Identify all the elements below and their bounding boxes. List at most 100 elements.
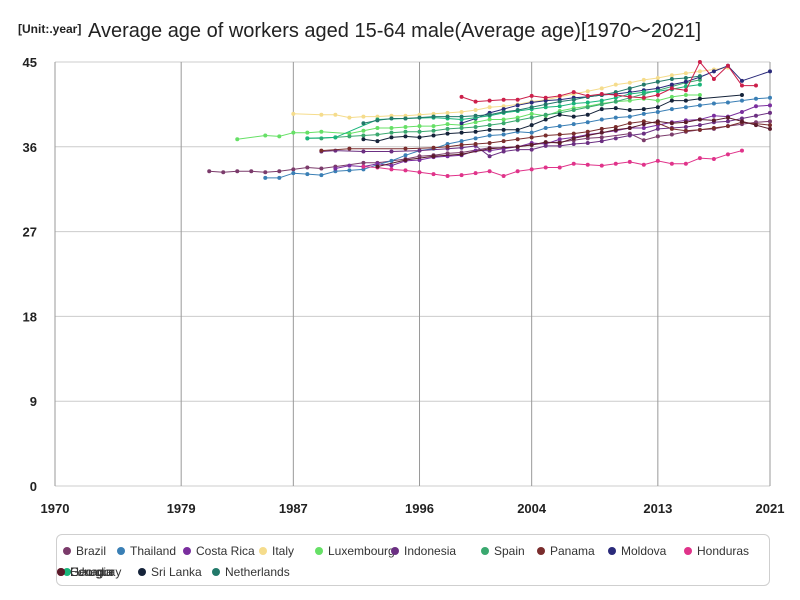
data-point: [459, 109, 464, 114]
data-point: [739, 148, 744, 153]
data-point: [487, 169, 492, 174]
data-point: [627, 125, 632, 130]
data-point: [277, 134, 282, 139]
data-point: [613, 90, 618, 95]
data-point: [473, 129, 478, 134]
data-point: [459, 121, 464, 126]
data-point: [473, 113, 478, 118]
data-point: [711, 69, 716, 74]
data-point: [627, 159, 632, 164]
data-point: [361, 121, 366, 126]
data-point: [235, 169, 240, 174]
data-point: [613, 82, 618, 87]
legend-swatch: [391, 546, 399, 555]
legend: Brazil Thailand Costa Rica Italy Luxembourg I…: [56, 534, 770, 586]
data-point: [543, 102, 548, 107]
data-point: [753, 104, 758, 109]
legend-label: Uruguay: [76, 565, 122, 579]
data-point: [768, 69, 772, 74]
data-point: [655, 86, 660, 91]
data-point: [263, 175, 268, 180]
data-point: [305, 165, 310, 170]
data-point: [389, 135, 394, 140]
series-line: [363, 150, 743, 177]
data-point: [725, 100, 730, 105]
data-point: [613, 106, 618, 111]
data-point: [599, 139, 604, 144]
data-point: [599, 126, 604, 131]
data-point: [768, 126, 772, 131]
data-point: [683, 79, 688, 84]
data-point: [571, 161, 576, 166]
data-point: [529, 167, 534, 172]
data-point: [445, 141, 450, 146]
data-point: [655, 119, 660, 124]
data-point: [515, 108, 520, 113]
data-point: [543, 133, 548, 138]
data-point: [669, 98, 674, 103]
data-point: [571, 101, 576, 106]
legend-item: Honduras: [684, 544, 749, 558]
series-netherlands: [361, 74, 702, 126]
legend-item: Luxembourg: [315, 544, 395, 558]
data-point: [501, 109, 506, 114]
data-point: [347, 146, 352, 151]
data-point: [501, 149, 506, 154]
data-point: [613, 125, 618, 130]
data-point: [291, 111, 296, 116]
chart-title: Average age of workers aged 15-64 male(A…: [88, 20, 701, 42]
series-line: [363, 94, 743, 142]
data-point: [627, 94, 632, 99]
data-point: [277, 169, 282, 174]
x-tick-label: 1987: [279, 501, 308, 516]
data-point: [487, 154, 492, 159]
data-point: [347, 115, 352, 120]
data-point: [389, 116, 394, 121]
data-point: [291, 167, 296, 172]
data-point: [375, 114, 380, 119]
legend-label: Luxembourg: [328, 544, 395, 558]
data-point: [501, 117, 506, 122]
legend-label: Brazil: [76, 544, 107, 558]
data-point: [599, 86, 604, 91]
legend-label: Indonesia: [404, 544, 457, 558]
data-point: [487, 133, 492, 138]
data-point: [431, 154, 436, 159]
data-point: [683, 128, 688, 133]
data-point: [641, 82, 646, 87]
data-point: [557, 141, 562, 146]
data-point: [347, 168, 352, 173]
data-point: [501, 127, 506, 132]
data-point: [543, 140, 548, 145]
series-sri-lanka: [361, 92, 744, 144]
data-point: [669, 126, 674, 131]
legend-swatch: [117, 546, 125, 555]
data-point: [683, 76, 688, 81]
data-point: [739, 98, 744, 103]
data-point: [459, 173, 464, 178]
data-point: [445, 122, 450, 127]
data-point: [753, 83, 758, 88]
data-point: [417, 115, 422, 120]
data-point: [697, 82, 702, 87]
data-point: [585, 93, 590, 98]
data-point: [305, 136, 310, 141]
y-tick-label: 45: [23, 55, 37, 70]
legend-item: Sri Lanka: [138, 565, 202, 579]
data-point: [459, 114, 464, 119]
data-point: [389, 125, 394, 130]
data-point: [431, 172, 436, 177]
data-point: [417, 148, 422, 153]
data-point: [697, 77, 702, 82]
data-point: [571, 136, 576, 141]
legend-swatch: [481, 546, 489, 555]
data-point: [768, 119, 772, 124]
data-point: [599, 102, 604, 107]
legend-item: Panama: [537, 544, 595, 558]
axis-labels: 0 9 18 27 36 45 1970 1979 1987 1996 2004 2013 2021: [23, 55, 785, 516]
data-point: [725, 124, 730, 129]
data-point: [739, 109, 744, 114]
data-point: [403, 146, 408, 151]
data-point: [361, 167, 366, 172]
data-point: [403, 113, 408, 118]
